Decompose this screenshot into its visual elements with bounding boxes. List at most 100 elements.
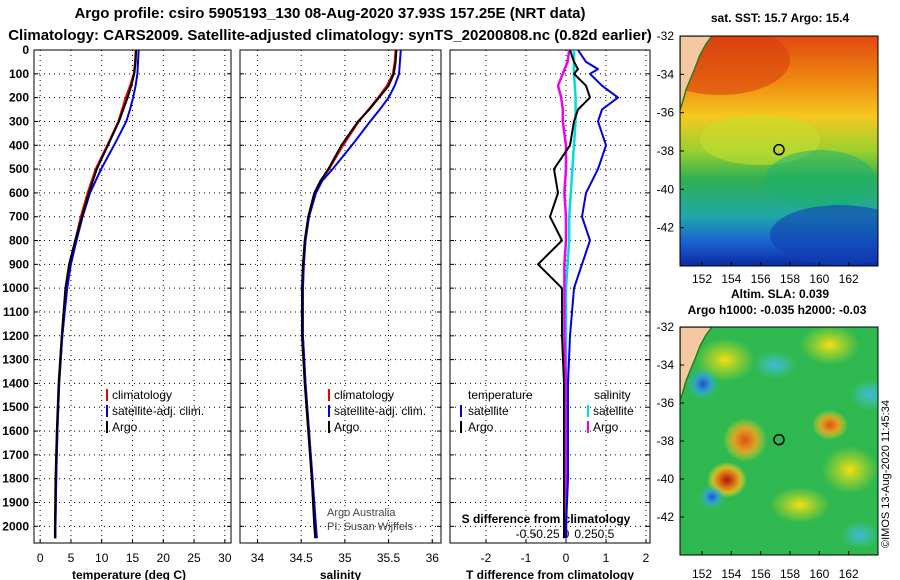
- x-tick-label: 34.5: [289, 551, 313, 565]
- map-x-tick-label: 160: [809, 272, 829, 286]
- x-tick-label: 36: [426, 551, 440, 565]
- series-line-temperature-argo: [537, 49, 591, 539]
- map-y-tick-label: -38: [657, 434, 675, 448]
- legend-swatch: [106, 405, 108, 417]
- legend-swatch: [106, 389, 108, 401]
- depth-tick-label: 700: [9, 210, 29, 224]
- x-tick-label: 25: [187, 551, 201, 565]
- x-tick-label: 35: [338, 551, 352, 565]
- depth-tick-label: 1200: [2, 329, 29, 343]
- depth-tick-label: 1300: [2, 353, 29, 367]
- series-line-satellite-adj-clim-: [54, 49, 140, 539]
- series-line-salinity-argo: [556, 49, 571, 539]
- map-x-tick-label: 152: [692, 272, 712, 286]
- x-tick-label: 34: [251, 551, 265, 565]
- series-line-satellite-adj-clim-: [301, 49, 402, 539]
- salinity-plot-frame: [239, 49, 442, 544]
- depth-tick-label: 200: [9, 91, 29, 105]
- map-y-tick-label: -38: [657, 144, 675, 158]
- profile-location-marker: [773, 143, 785, 156]
- legend-label: Argo: [334, 420, 360, 434]
- secondary-x-tick-label: 0.25: [574, 527, 598, 541]
- map-x-tick-label: 156: [751, 567, 771, 580]
- depth-tick-label: 1700: [2, 448, 29, 462]
- secondary-axis-label: S difference from climatology: [462, 512, 631, 526]
- legend-swatch: [460, 421, 462, 433]
- depth-tick-label: 1800: [2, 472, 29, 486]
- sla-cyan-blob: [850, 379, 878, 411]
- depth-tick-label: 1100: [3, 305, 29, 319]
- map-x-tick-label: 152: [692, 567, 712, 580]
- x-tick-label: 2: [643, 551, 650, 565]
- legend-swatch: [106, 421, 108, 433]
- sla-cyan-blob: [840, 521, 878, 549]
- legend-swatch: [328, 389, 330, 401]
- map-y-tick-label: -32: [657, 29, 675, 43]
- sst-green-patch: [765, 150, 875, 210]
- depth-tick-label: 500: [9, 162, 29, 176]
- map-y-tick-label: -42: [657, 510, 675, 524]
- legend-label: satellite-adj. clim.: [112, 404, 204, 418]
- depth-tick-label: 800: [9, 234, 29, 248]
- legend-label: Argo: [468, 420, 494, 434]
- annotation-text: PI: Susan Wijffels: [327, 521, 413, 533]
- map-y-tick-label: -34: [657, 358, 675, 372]
- title-line-1: Argo profile: csiro 5905193_130 08-Aug-2…: [74, 5, 586, 22]
- depth-tick-label: 900: [9, 257, 29, 271]
- sst-yellow-patch: [700, 115, 820, 165]
- map-y-tick-label: -42: [657, 221, 675, 235]
- legend-header-salinity: salinity: [594, 388, 631, 402]
- x-axis-label: temperature (deg C): [72, 568, 186, 580]
- legend-swatch: [328, 421, 330, 433]
- depth-tick-label: 100: [9, 67, 29, 81]
- title-line-2: Climatology: CARS2009. Satellite-adjuste…: [8, 27, 652, 44]
- sla-blue-blob: [699, 485, 725, 509]
- series-line-argo: [301, 49, 398, 539]
- secondary-x-tick-label: -0.25: [532, 527, 560, 541]
- legend-swatch: [460, 405, 462, 417]
- legend-label: satellite-adj. clim.: [334, 404, 426, 418]
- x-axis-label: salinity: [320, 568, 362, 580]
- map-x-tick-label: 156: [751, 272, 771, 286]
- legend-swatch: [328, 405, 330, 417]
- map-x-tick-label: 162: [839, 567, 859, 580]
- sla-map-subtitle: Argo h1000: -0.035 h2000: -0.03: [687, 303, 867, 317]
- depth-tick-label: 1400: [2, 376, 29, 390]
- depth-tick-label: 1600: [2, 424, 29, 438]
- map-y-tick-label: -40: [657, 182, 675, 196]
- x-tick-label: 15: [126, 551, 140, 565]
- map-y-tick-label: -36: [657, 396, 675, 410]
- depth-tick-label: 1500: [2, 400, 29, 414]
- map-x-tick-label: 154: [721, 567, 741, 580]
- legend-swatch: [587, 405, 589, 417]
- legend-label: Argo: [112, 420, 138, 434]
- depth-tick-label: 2000: [2, 519, 29, 533]
- x-tick-label: 1: [603, 551, 610, 565]
- series-line-temperature-satellite: [565, 49, 619, 539]
- sla-orange-blob: [723, 418, 767, 462]
- x-axis-label: T difference from climatology: [466, 568, 634, 580]
- temperature-plot-frame: [33, 49, 232, 544]
- legend-label: satellite: [593, 404, 634, 418]
- sla-yellow-blob: [800, 327, 860, 365]
- profile-location-marker: [773, 433, 785, 446]
- x-tick-label: 0: [563, 551, 570, 565]
- sla-map-title: Altim. SLA: 0.039: [730, 287, 830, 301]
- map-x-tick-label: 158: [780, 567, 800, 580]
- sla-land: [680, 327, 713, 401]
- secondary-x-tick-label: 0.5: [598, 527, 615, 541]
- depth-tick-label: 1900: [2, 496, 29, 510]
- depth-tick-label: 600: [9, 186, 29, 200]
- sla-map: [680, 327, 878, 555]
- annotation-text: Argo Australia: [327, 507, 396, 519]
- x-tick-label: 5: [68, 551, 75, 565]
- legend-label: climatology: [334, 388, 394, 402]
- legend-label: satellite: [468, 404, 509, 418]
- sla-cyan-blob: [753, 351, 797, 379]
- map-y-tick-label: -32: [657, 320, 675, 334]
- depth-tick-label: 1000: [2, 281, 29, 295]
- x-tick-label: 30: [218, 551, 232, 565]
- x-tick-label: 10: [95, 551, 109, 565]
- x-tick-label: 20: [157, 551, 171, 565]
